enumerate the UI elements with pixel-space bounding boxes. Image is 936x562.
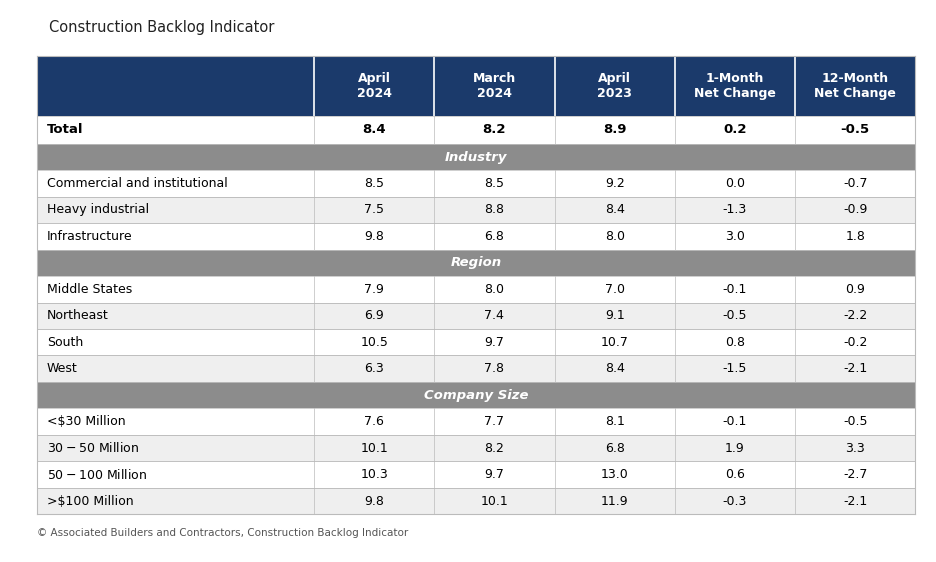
Text: 7.5: 7.5 (364, 203, 384, 216)
Text: -1.3: -1.3 (723, 203, 747, 216)
Text: South: South (47, 336, 83, 349)
Text: 10.7: 10.7 (601, 336, 629, 349)
Text: 7.0: 7.0 (605, 283, 624, 296)
Text: Company Size: Company Size (424, 389, 529, 402)
Text: 8.4: 8.4 (605, 362, 624, 375)
Text: 8.8: 8.8 (485, 203, 505, 216)
Text: -0.5: -0.5 (843, 415, 868, 428)
Text: -0.5: -0.5 (723, 309, 747, 322)
Bar (37, 329, 915, 356)
Bar (37, 435, 915, 461)
Text: -0.3: -0.3 (723, 495, 747, 507)
Bar (37, 409, 915, 435)
Text: 6.3: 6.3 (364, 362, 384, 375)
Text: 3.3: 3.3 (845, 442, 865, 455)
Bar (37, 488, 915, 514)
Text: April
2023: April 2023 (597, 71, 632, 100)
Text: 3.0: 3.0 (725, 230, 745, 243)
Text: 0.8: 0.8 (725, 336, 745, 349)
Text: Infrastructure: Infrastructure (47, 230, 132, 243)
Text: West: West (47, 362, 78, 375)
Text: 0.9: 0.9 (845, 283, 865, 296)
Text: 7.7: 7.7 (485, 415, 505, 428)
Text: 6.8: 6.8 (605, 442, 624, 455)
Text: 12-Month
Net Change: 12-Month Net Change (814, 71, 896, 100)
Text: 6.9: 6.9 (364, 309, 384, 322)
Bar (37, 276, 915, 302)
Text: 13.0: 13.0 (601, 468, 629, 481)
Text: 8.2: 8.2 (483, 123, 506, 136)
Text: 8.5: 8.5 (364, 177, 384, 190)
Text: $30-$50 Million: $30-$50 Million (47, 441, 139, 455)
Text: Region: Region (451, 256, 502, 269)
Text: -2.2: -2.2 (843, 309, 868, 322)
Text: 10.5: 10.5 (360, 336, 388, 349)
Text: 8.1: 8.1 (605, 415, 624, 428)
Text: 0.0: 0.0 (725, 177, 745, 190)
Text: Construction Backlog Indicator: Construction Backlog Indicator (49, 20, 274, 35)
Text: 6.8: 6.8 (485, 230, 505, 243)
Text: Heavy industrial: Heavy industrial (47, 203, 149, 216)
Text: -2.7: -2.7 (843, 468, 868, 481)
Text: 1.9: 1.9 (725, 442, 745, 455)
Text: -0.1: -0.1 (723, 283, 747, 296)
Bar (37, 250, 915, 276)
Text: 1-Month
Net Change: 1-Month Net Change (695, 71, 776, 100)
Text: 1.8: 1.8 (845, 230, 865, 243)
Text: 10.3: 10.3 (360, 468, 388, 481)
Bar (37, 356, 915, 382)
Text: -0.5: -0.5 (841, 123, 870, 136)
Text: Northeast: Northeast (47, 309, 109, 322)
Text: 9.1: 9.1 (605, 309, 624, 322)
Text: Industry: Industry (446, 151, 507, 164)
Text: 8.5: 8.5 (485, 177, 505, 190)
Text: 9.7: 9.7 (485, 336, 505, 349)
Text: -0.7: -0.7 (843, 177, 868, 190)
Text: -0.9: -0.9 (843, 203, 868, 216)
Bar (37, 56, 915, 116)
Text: Total: Total (47, 123, 83, 136)
Text: >$100 Million: >$100 Million (47, 495, 134, 507)
Bar (37, 197, 915, 223)
Text: -2.1: -2.1 (843, 495, 868, 507)
Text: 0.2: 0.2 (724, 123, 747, 136)
Bar (37, 223, 915, 250)
Text: 7.4: 7.4 (485, 309, 505, 322)
Text: 9.8: 9.8 (364, 495, 384, 507)
Bar (37, 144, 915, 170)
Text: © Associated Builders and Contractors, Construction Backlog Indicator: © Associated Builders and Contractors, C… (37, 528, 409, 538)
Text: -2.1: -2.1 (843, 362, 868, 375)
Text: <$30 Million: <$30 Million (47, 415, 125, 428)
Text: March
2024: March 2024 (473, 71, 516, 100)
Bar (37, 116, 915, 144)
Text: 11.9: 11.9 (601, 495, 628, 507)
Text: 8.4: 8.4 (605, 203, 624, 216)
Bar (37, 461, 915, 488)
Text: -0.1: -0.1 (723, 415, 747, 428)
Text: 8.0: 8.0 (605, 230, 624, 243)
Text: -1.5: -1.5 (723, 362, 747, 375)
Text: 9.7: 9.7 (485, 468, 505, 481)
Text: April
2024: April 2024 (357, 71, 391, 100)
Text: 0.6: 0.6 (725, 468, 745, 481)
Text: 8.4: 8.4 (362, 123, 386, 136)
Text: $50-$100 Million: $50-$100 Million (47, 468, 147, 482)
Bar (37, 170, 915, 197)
Text: 10.1: 10.1 (360, 442, 388, 455)
Text: 8.0: 8.0 (485, 283, 505, 296)
Text: Middle States: Middle States (47, 283, 132, 296)
Text: 8.9: 8.9 (603, 123, 626, 136)
Text: 9.2: 9.2 (605, 177, 624, 190)
Bar (37, 382, 915, 409)
Bar (37, 302, 915, 329)
Text: 7.9: 7.9 (364, 283, 384, 296)
Text: 8.2: 8.2 (485, 442, 505, 455)
Text: 7.8: 7.8 (485, 362, 505, 375)
Text: 10.1: 10.1 (480, 495, 508, 507)
Text: Commercial and institutional: Commercial and institutional (47, 177, 227, 190)
Text: -0.2: -0.2 (843, 336, 868, 349)
Text: 9.8: 9.8 (364, 230, 384, 243)
Text: 7.6: 7.6 (364, 415, 384, 428)
